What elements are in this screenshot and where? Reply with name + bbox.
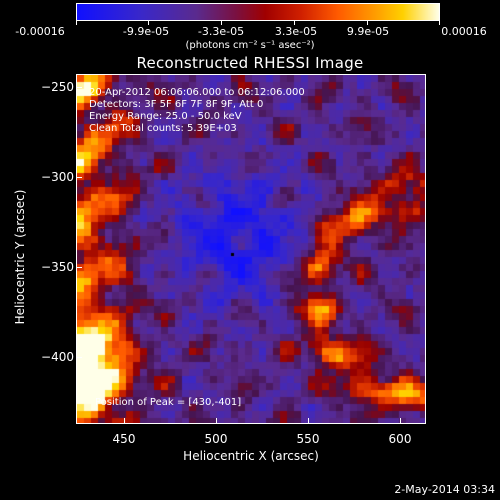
- x-tick-label: 550: [296, 432, 320, 446]
- y-tick-label: −350: [41, 260, 74, 274]
- colorbar-tick-label: 0.00016: [441, 25, 487, 38]
- y-tick-label: −300: [41, 170, 74, 184]
- colorbar-tick-mark: [148, 21, 149, 25]
- colorbar-units: (photons cm⁻² s⁻¹ asec⁻²): [185, 40, 315, 51]
- colorbar-tick-label: -3.3e-05: [197, 25, 245, 38]
- image-plot-area: 20-Apr-2012 06:06:06.000 to 06:12:06.000…: [76, 74, 426, 424]
- y-tick-mark: [76, 267, 82, 268]
- overlay-detectors: Detectors: 3F 5F 6F 7F 8F 9F, Att 0: [89, 99, 264, 110]
- colorbar-tick-label: 9.9e-05: [346, 25, 390, 38]
- colorbar-tick-label: -0.00016: [15, 25, 65, 38]
- x-tick-mark: [216, 418, 217, 424]
- overlay-time-range: 20-Apr-2012 06:06:06.000 to 06:12:06.000: [89, 87, 305, 98]
- x-tick-label: 500: [204, 432, 228, 446]
- y-axis-label: Heliocentric Y (arcsec): [13, 189, 27, 325]
- y-tick-label: −400: [41, 350, 74, 364]
- x-tick-mark: [400, 418, 401, 424]
- x-tick-label: 450: [112, 432, 136, 446]
- colorbar: [76, 3, 440, 21]
- colorbar-tick-mark: [367, 21, 368, 25]
- y-tick-mark: [76, 177, 82, 178]
- colorbar-tick-label: 3.3e-05: [274, 25, 318, 38]
- overlay-energy-range: Energy Range: 25.0 - 50.0 keV: [89, 111, 242, 122]
- colorbar-tick-mark: [294, 21, 295, 25]
- y-tick-mark: [76, 87, 82, 88]
- rhessi-heatmap: [77, 75, 425, 423]
- colorbar-tick-label: -9.9e-05: [122, 25, 170, 38]
- colorbar-tick-mark: [439, 21, 440, 25]
- x-tick-label: 600: [388, 432, 412, 446]
- colorbar-tick-mark: [221, 21, 222, 25]
- footer-date: 2-May-2014 03:34: [394, 483, 495, 496]
- y-tick-label: −250: [41, 80, 74, 94]
- plot-title: Reconstructed RHESSI Image: [136, 54, 364, 72]
- y-tick-mark: [76, 357, 82, 358]
- x-axis-label: Heliocentric X (arcsec): [183, 449, 319, 463]
- x-tick-mark: [308, 418, 309, 424]
- overlay-total-counts: Clean Total counts: 5.39E+03: [89, 123, 237, 134]
- peak-position-label: Position of Peak = [430,-401]: [95, 397, 242, 408]
- colorbar-tick-mark: [76, 21, 77, 25]
- x-tick-mark: [124, 418, 125, 424]
